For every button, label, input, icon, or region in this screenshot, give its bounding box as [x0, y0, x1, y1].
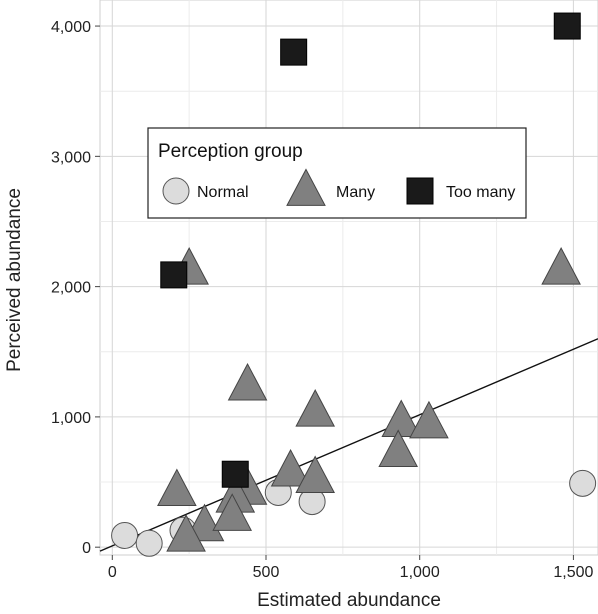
normal-point — [135, 529, 163, 557]
legend-normal-label: Normal — [197, 184, 249, 201]
y-tick-label: 0 — [82, 540, 91, 557]
legend-normal-marker — [162, 177, 190, 205]
legend-too-many-label: Too many — [446, 184, 515, 201]
plot-panel — [99, 0, 598, 556]
many-point — [295, 389, 336, 427]
many-point — [270, 448, 311, 487]
y-tick-label: 2,000 — [51, 280, 91, 297]
x-tick-label: 1,000 — [400, 564, 440, 581]
legend-many-label: Many — [336, 184, 375, 201]
legend-many-marker — [286, 168, 326, 206]
y-tick-label: 4,000 — [51, 19, 91, 36]
trend-line-group — [99, 338, 598, 552]
many-point — [378, 429, 419, 467]
many-point — [212, 493, 253, 531]
many-point — [409, 400, 449, 439]
normal-point — [569, 469, 597, 497]
too-many-point — [553, 12, 581, 40]
many-point — [166, 514, 206, 552]
too-many-point — [221, 460, 249, 488]
y-tick-label: 3,000 — [51, 149, 91, 166]
data-points — [111, 12, 597, 557]
legend-box — [147, 127, 527, 219]
many-point — [541, 247, 581, 285]
many-point — [295, 455, 336, 494]
x-tick-label: 0 — [108, 564, 117, 581]
y-axis-title: Perceived abundance — [4, 188, 25, 372]
x-tick-label: 1,500 — [553, 564, 593, 581]
legend-title: Perception group — [158, 141, 303, 162]
too-many-point — [280, 38, 308, 66]
trend-line — [99, 338, 598, 552]
legend: Perception group Normal Many Too many — [147, 127, 527, 219]
many-point — [227, 362, 268, 401]
x-tick-label: 500 — [253, 564, 280, 581]
normal-point — [111, 521, 139, 549]
many-point — [157, 468, 197, 507]
too-many-point — [160, 261, 188, 289]
y-tick-label: 1,000 — [51, 410, 91, 427]
x-axis-title: Estimated abundance — [257, 590, 441, 611]
axes: 0 500 1,000 1,500 0 1,000 2,000 3,000 4,000 — [51, 19, 594, 581]
legend-too-many-marker — [406, 177, 434, 205]
